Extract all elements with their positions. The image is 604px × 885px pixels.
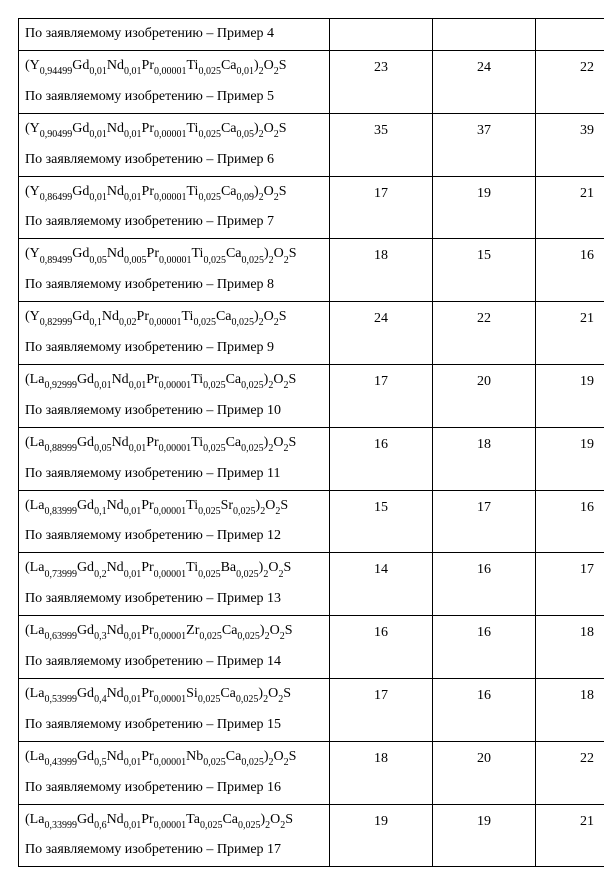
- table-row: (Y0,86499Gd0,01Nd0,01Pr0,00001Ti0,025Ca0…: [19, 176, 604, 239]
- formula-cell: (La0,63999Gd0,3Nd0,01Pr0,00001Zr0,025Ca0…: [19, 616, 330, 679]
- value-cell: 21: [536, 804, 604, 867]
- example-label: По заявляемому изобретению – Пример 17: [25, 839, 323, 860]
- chemical-formula: (La0,33999Gd0,6Nd0,01Pr0,00001Ta0,025Ca0…: [25, 809, 323, 832]
- formula-cell: (Y0,90499Gd0,01Nd0,01Pr0,00001Ti0,025Ca0…: [19, 113, 330, 176]
- value-cell: 24: [433, 51, 536, 114]
- example-label: По заявляемому изобретению – Пример 15: [25, 714, 323, 735]
- value-cell: 15: [330, 490, 433, 553]
- value-cell: 39: [536, 113, 604, 176]
- data-table: По заявляемому изобретению – Пример 4 (Y0…: [18, 18, 604, 867]
- chemical-formula: (La0,83999Gd0,1Nd0,01Pr0,00001Ti0,025Sr0…: [25, 495, 323, 518]
- example-label: По заявляемому изобретению – Пример 10: [25, 400, 323, 421]
- table-row: (Y0,90499Gd0,01Nd0,01Pr0,00001Ti0,025Ca0…: [19, 113, 604, 176]
- value-cell: 17: [330, 176, 433, 239]
- value-cell: 17: [330, 678, 433, 741]
- value-cell: 22: [433, 302, 536, 365]
- value-cell: 16: [433, 553, 536, 616]
- example-label: По заявляемому изобретению – Пример 5: [25, 86, 323, 107]
- formula-cell: (La0,43999Gd0,5Nd0,01Pr0,00001Nb0,025Ca0…: [19, 741, 330, 804]
- chemical-formula: (La0,53999Gd0,4Nd0,01Pr0,00001Si0,025Ca0…: [25, 683, 323, 706]
- table-row: (La0,43999Gd0,5Nd0,01Pr0,00001Nb0,025Ca0…: [19, 741, 604, 804]
- value-cell: 18: [536, 616, 604, 679]
- value-cell: 18: [330, 741, 433, 804]
- chemical-formula: (Y0,86499Gd0,01Nd0,01Pr0,00001Ti0,025Ca0…: [25, 181, 323, 204]
- value-cell: [536, 19, 604, 51]
- value-cell: 17: [536, 553, 604, 616]
- value-cell: 16: [536, 490, 604, 553]
- chemical-formula: (Y0,94499Gd0,01Nd0,01Pr0,00001Ti0,025Ca0…: [25, 55, 323, 78]
- table-row: (La0,83999Gd0,1Nd0,01Pr0,00001Ti0,025Sr0…: [19, 490, 604, 553]
- formula-cell: (La0,83999Gd0,1Nd0,01Pr0,00001Ti0,025Sr0…: [19, 490, 330, 553]
- value-cell: 16: [536, 239, 604, 302]
- chemical-formula: (La0,92999Gd0,01Nd0,01Pr0,00001Ti0,025Ca…: [25, 369, 323, 392]
- chemical-formula: (La0,73999Gd0,2Nd0,01Pr0,00001Ti0,025Ba0…: [25, 557, 323, 580]
- formula-cell: (La0,92999Gd0,01Nd0,01Pr0,00001Ti0,025Ca…: [19, 364, 330, 427]
- formula-cell: (La0,73999Gd0,2Nd0,01Pr0,00001Ti0,025Ba0…: [19, 553, 330, 616]
- formula-cell: (La0,88999Gd0,05Nd0,01Pr0,00001Ti0,025Ca…: [19, 427, 330, 490]
- table-row: (Y0,94499Gd0,01Nd0,01Pr0,00001Ti0,025Ca0…: [19, 51, 604, 114]
- value-cell: 15: [433, 239, 536, 302]
- example-label: По заявляемому изобретению – Пример 14: [25, 651, 323, 672]
- table-row: (La0,92999Gd0,01Nd0,01Pr0,00001Ti0,025Ca…: [19, 364, 604, 427]
- chemical-formula: (Y0,90499Gd0,01Nd0,01Pr0,00001Ti0,025Ca0…: [25, 118, 323, 141]
- example-label: По заявляемому изобретению – Пример 7: [25, 211, 323, 232]
- example-label: По заявляемому изобретению – Пример 12: [25, 525, 323, 546]
- table-row: (La0,73999Gd0,2Nd0,01Pr0,00001Ti0,025Ba0…: [19, 553, 604, 616]
- value-cell: 35: [330, 113, 433, 176]
- value-cell: 16: [433, 616, 536, 679]
- formula-cell: (La0,53999Gd0,4Nd0,01Pr0,00001Si0,025Ca0…: [19, 678, 330, 741]
- value-cell: 16: [330, 427, 433, 490]
- chemical-formula: (La0,43999Gd0,5Nd0,01Pr0,00001Nb0,025Ca0…: [25, 746, 323, 769]
- value-cell: 22: [536, 51, 604, 114]
- value-cell: 19: [433, 804, 536, 867]
- example-label: По заявляемому изобретению – Пример 6: [25, 149, 323, 170]
- value-cell: 17: [330, 364, 433, 427]
- value-cell: [433, 19, 536, 51]
- value-cell: 16: [330, 616, 433, 679]
- formula-cell: (Y0,89499Gd0,05Nd0,005Pr0,00001Ti0,025Ca…: [19, 239, 330, 302]
- value-cell: 18: [536, 678, 604, 741]
- example-label: По заявляемому изобретению – Пример 16: [25, 777, 323, 798]
- value-cell: 19: [536, 364, 604, 427]
- formula-cell: (Y0,94499Gd0,01Nd0,01Pr0,00001Ti0,025Ca0…: [19, 51, 330, 114]
- example-label: По заявляемому изобретению – Пример 13: [25, 588, 323, 609]
- value-cell: 19: [536, 427, 604, 490]
- example-label: По заявляемому изобретению – Пример 9: [25, 337, 323, 358]
- formula-cell: (La0,33999Gd0,6Nd0,01Pr0,00001Ta0,025Ca0…: [19, 804, 330, 867]
- value-cell: 14: [330, 553, 433, 616]
- value-cell: 21: [536, 302, 604, 365]
- value-cell: 20: [433, 741, 536, 804]
- table-row: (La0,53999Gd0,4Nd0,01Pr0,00001Si0,025Ca0…: [19, 678, 604, 741]
- value-cell: 24: [330, 302, 433, 365]
- table-row: (La0,63999Gd0,3Nd0,01Pr0,00001Zr0,025Ca0…: [19, 616, 604, 679]
- value-cell: 18: [330, 239, 433, 302]
- table-row: (La0,33999Gd0,6Nd0,01Pr0,00001Ta0,025Ca0…: [19, 804, 604, 867]
- value-cell: 19: [433, 176, 536, 239]
- table-row: (Y0,82999Gd0,1Nd0,02Pr0,00001Ti0,025Ca0,…: [19, 302, 604, 365]
- value-cell: 22: [536, 741, 604, 804]
- formula-cell: По заявляемому изобретению – Пример 4: [19, 19, 330, 51]
- value-cell: 19: [330, 804, 433, 867]
- example-label: По заявляемому изобретению – Пример 8: [25, 274, 323, 295]
- example-label: По заявляемому изобретению – Пример 11: [25, 463, 323, 484]
- value-cell: 16: [433, 678, 536, 741]
- value-cell: 18: [433, 427, 536, 490]
- value-cell: 17: [433, 490, 536, 553]
- chemical-formula: (Y0,89499Gd0,05Nd0,005Pr0,00001Ti0,025Ca…: [25, 243, 323, 266]
- formula-cell: (Y0,86499Gd0,01Nd0,01Pr0,00001Ti0,025Ca0…: [19, 176, 330, 239]
- value-cell: 21: [536, 176, 604, 239]
- value-cell: 37: [433, 113, 536, 176]
- table-row: (Y0,89499Gd0,05Nd0,005Pr0,00001Ti0,025Ca…: [19, 239, 604, 302]
- formula-cell: (Y0,82999Gd0,1Nd0,02Pr0,00001Ti0,025Ca0,…: [19, 302, 330, 365]
- chemical-formula: (La0,88999Gd0,05Nd0,01Pr0,00001Ti0,025Ca…: [25, 432, 323, 455]
- chemical-formula: (Y0,82999Gd0,1Nd0,02Pr0,00001Ti0,025Ca0,…: [25, 306, 323, 329]
- table-row: (La0,88999Gd0,05Nd0,01Pr0,00001Ti0,025Ca…: [19, 427, 604, 490]
- chemical-formula: (La0,63999Gd0,3Nd0,01Pr0,00001Zr0,025Ca0…: [25, 620, 323, 643]
- value-cell: 23: [330, 51, 433, 114]
- table-row: По заявляемому изобретению – Пример 4: [19, 19, 604, 51]
- value-cell: 20: [433, 364, 536, 427]
- value-cell: [330, 19, 433, 51]
